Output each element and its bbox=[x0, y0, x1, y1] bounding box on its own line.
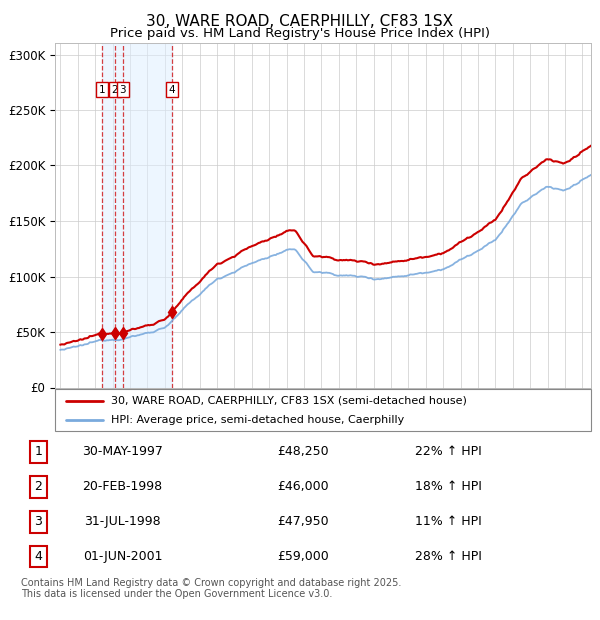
Text: 4: 4 bbox=[169, 85, 175, 95]
Text: 31-JUL-1998: 31-JUL-1998 bbox=[84, 515, 161, 528]
Text: £59,000: £59,000 bbox=[277, 550, 329, 563]
Text: 30, WARE ROAD, CAERPHILLY, CF83 1SX (semi-detached house): 30, WARE ROAD, CAERPHILLY, CF83 1SX (sem… bbox=[112, 396, 467, 405]
Text: 28% ↑ HPI: 28% ↑ HPI bbox=[415, 550, 482, 563]
Text: 20-FEB-1998: 20-FEB-1998 bbox=[83, 480, 163, 494]
Text: 30, WARE ROAD, CAERPHILLY, CF83 1SX: 30, WARE ROAD, CAERPHILLY, CF83 1SX bbox=[146, 14, 454, 29]
Text: £48,250: £48,250 bbox=[277, 446, 329, 458]
Text: HPI: Average price, semi-detached house, Caerphilly: HPI: Average price, semi-detached house,… bbox=[112, 415, 405, 425]
Text: 01-JUN-2001: 01-JUN-2001 bbox=[83, 550, 163, 563]
Text: 3: 3 bbox=[34, 515, 42, 528]
Text: £46,000: £46,000 bbox=[277, 480, 329, 494]
Text: Price paid vs. HM Land Registry's House Price Index (HPI): Price paid vs. HM Land Registry's House … bbox=[110, 27, 490, 40]
Text: 18% ↑ HPI: 18% ↑ HPI bbox=[415, 480, 482, 494]
Bar bbox=[103, 43, 172, 388]
Text: 22% ↑ HPI: 22% ↑ HPI bbox=[415, 446, 482, 458]
Text: 2: 2 bbox=[112, 85, 118, 95]
Text: 11% ↑ HPI: 11% ↑ HPI bbox=[415, 515, 482, 528]
Text: 1: 1 bbox=[99, 85, 106, 95]
Text: 30-MAY-1997: 30-MAY-1997 bbox=[82, 446, 163, 458]
Text: Contains HM Land Registry data © Crown copyright and database right 2025.
This d: Contains HM Land Registry data © Crown c… bbox=[21, 578, 401, 600]
Text: 1: 1 bbox=[34, 446, 42, 458]
Text: £47,950: £47,950 bbox=[277, 515, 329, 528]
Text: 4: 4 bbox=[34, 550, 42, 563]
Text: 2: 2 bbox=[34, 480, 42, 494]
FancyBboxPatch shape bbox=[55, 389, 591, 431]
Text: 3: 3 bbox=[119, 85, 126, 95]
